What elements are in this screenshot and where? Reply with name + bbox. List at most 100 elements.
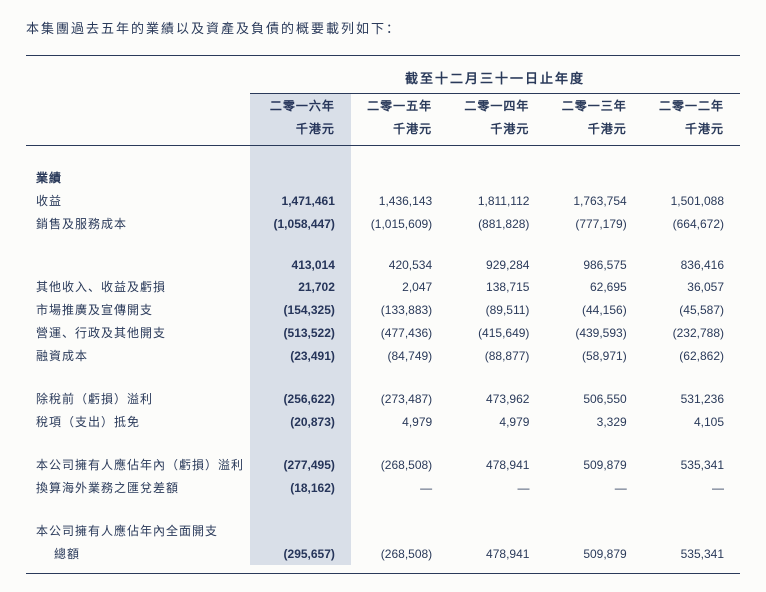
- val-admin-2016: (513,522): [250, 321, 351, 344]
- label-admin: 營運、行政及其他開支: [26, 321, 250, 344]
- val-revenue-2012: 1,501,088: [643, 189, 740, 212]
- val-gross-2014: 929,284: [448, 255, 545, 275]
- label-pbt: 除稅前（虧損）溢利: [26, 387, 250, 410]
- val-admin-2014: (415,649): [448, 321, 545, 344]
- val-cost-2015: (1,015,609): [351, 212, 448, 235]
- val-tax-2013: 3,329: [545, 410, 642, 433]
- val-attr-2016: (277,495): [250, 453, 351, 476]
- val-cost-2014: (881,828): [448, 212, 545, 235]
- row-gross: 413,014 420,534 929,284 986,575 836,416: [26, 255, 740, 275]
- label-tax: 稅項（支出）抵免: [26, 410, 250, 433]
- val-gross-2015: 420,534: [351, 255, 448, 275]
- val-gross-2012: 836,416: [643, 255, 740, 275]
- val-pbt-2015: (273,487): [351, 387, 448, 410]
- val-ex-2012: —: [643, 476, 740, 499]
- val-pbt-2014: 473,962: [448, 387, 545, 410]
- val-ex-2015: —: [351, 476, 448, 499]
- val-revenue-2015: 1,436,143: [351, 189, 448, 212]
- val-total-2016: (295,657): [250, 542, 351, 565]
- label-exchange: 換算海外業務之匯兌差額: [26, 476, 250, 499]
- val-cost-2013: (777,179): [545, 212, 642, 235]
- row-exchange-diff: 換算海外業務之匯兌差額 (18,162) — — — —: [26, 476, 740, 499]
- year-2016: 二零一六年: [250, 94, 351, 118]
- val-ex-2013: —: [545, 476, 642, 499]
- row-other-income: 其他收入、收益及虧損 21,702 2,047 138,715 62,695 3…: [26, 275, 740, 298]
- label-attr-profit: 本公司擁有人應佔年內（虧損）溢利: [26, 453, 250, 476]
- val-otherinc-2016: 21,702: [250, 275, 351, 298]
- label-total-l1: 本公司擁有人應佔年內全面開支: [26, 519, 250, 542]
- val-fin-2015: (84,749): [351, 344, 448, 367]
- val-fin-2012: (62,862): [643, 344, 740, 367]
- val-mkt-2012: (45,587): [643, 298, 740, 321]
- label-revenue: 收益: [26, 189, 250, 212]
- label-gross: [26, 255, 250, 275]
- val-attr-2012: 535,341: [643, 453, 740, 476]
- row-revenue: 收益 1,471,461 1,436,143 1,811,112 1,763,7…: [26, 189, 740, 212]
- val-total-2014: 478,941: [448, 542, 545, 565]
- val-fin-2013: (58,971): [545, 344, 642, 367]
- val-gross-2013: 986,575: [545, 255, 642, 275]
- val-tax-2016: (20,873): [250, 410, 351, 433]
- val-revenue-2013: 1,763,754: [545, 189, 642, 212]
- unit-2012: 千港元: [643, 117, 740, 146]
- unit-2013: 千港元: [545, 117, 642, 146]
- val-total-2012: 535,341: [643, 542, 740, 565]
- val-ex-2016: (18,162): [250, 476, 351, 499]
- val-pbt-2016: (256,622): [250, 387, 351, 410]
- unit-row: 千港元 千港元 千港元 千港元 千港元: [26, 117, 740, 146]
- row-cost-of-sales: 銷售及服務成本 (1,058,447) (1,015,609) (881,828…: [26, 212, 740, 235]
- label-finance: 融資成本: [26, 344, 250, 367]
- val-otherinc-2013: 62,695: [545, 275, 642, 298]
- row-attributable-profit: 本公司擁有人應佔年內（虧損）溢利 (277,495) (268,508) 478…: [26, 453, 740, 476]
- intro-text: 本集團過去五年的業績以及資產及負債的概要載列如下：: [26, 18, 740, 37]
- unit-2016: 千港元: [250, 117, 351, 146]
- val-ex-2014: —: [448, 476, 545, 499]
- summary-table: 截至十二月三十一日止年度 二零一六年 二零一五年 二零一四年 二零一三年 二零一…: [26, 62, 740, 565]
- val-tax-2012: 4,105: [643, 410, 740, 433]
- val-revenue-2014: 1,811,112: [448, 189, 545, 212]
- row-admin: 營運、行政及其他開支 (513,522) (477,436) (415,649)…: [26, 321, 740, 344]
- row-marketing: 市場推廣及宣傳開支 (154,325) (133,883) (89,511) (…: [26, 298, 740, 321]
- val-tax-2014: 4,979: [448, 410, 545, 433]
- val-admin-2015: (477,436): [351, 321, 448, 344]
- row-tax: 稅項（支出）抵免 (20,873) 4,979 4,979 3,329 4,10…: [26, 410, 740, 433]
- span-title-row: 截至十二月三十一日止年度: [26, 62, 740, 94]
- val-otherinc-2012: 36,057: [643, 275, 740, 298]
- val-mkt-2014: (89,511): [448, 298, 545, 321]
- val-fin-2016: (23,491): [250, 344, 351, 367]
- val-otherinc-2014: 138,715: [448, 275, 545, 298]
- section-header: 業績: [26, 166, 250, 189]
- year-row: 二零一六年 二零一五年 二零一四年 二零一三年 二零一二年: [26, 94, 740, 118]
- val-cost-2016: (1,058,447): [250, 212, 351, 235]
- label-cost: 銷售及服務成本: [26, 212, 250, 235]
- unit-2014: 千港元: [448, 117, 545, 146]
- val-fin-2014: (88,877): [448, 344, 545, 367]
- val-mkt-2015: (133,883): [351, 298, 448, 321]
- val-admin-2013: (439,593): [545, 321, 642, 344]
- val-otherinc-2015: 2,047: [351, 275, 448, 298]
- section-header-row: 業績: [26, 166, 740, 189]
- label-marketing: 市場推廣及宣傳開支: [26, 298, 250, 321]
- row-pbt: 除稅前（虧損）溢利 (256,622) (273,487) 473,962 50…: [26, 387, 740, 410]
- year-2015: 二零一五年: [351, 94, 448, 118]
- val-admin-2012: (232,788): [643, 321, 740, 344]
- val-gross-2016: 413,014: [250, 255, 351, 275]
- val-pbt-2013: 506,550: [545, 387, 642, 410]
- label-other-income: 其他收入、收益及虧損: [26, 275, 250, 298]
- year-2013: 二零一三年: [545, 94, 642, 118]
- row-total-comprehensive: 總額 (295,657) (268,508) 478,941 509,879 5…: [26, 542, 740, 565]
- val-total-2013: 509,879: [545, 542, 642, 565]
- unit-2015: 千港元: [351, 117, 448, 146]
- label-total-l2: 總額: [26, 542, 250, 565]
- year-2014: 二零一四年: [448, 94, 545, 118]
- val-mkt-2016: (154,325): [250, 298, 351, 321]
- val-attr-2013: 509,879: [545, 453, 642, 476]
- financial-summary-table: 截至十二月三十一日止年度 二零一六年 二零一五年 二零一四年 二零一三年 二零一…: [26, 55, 740, 574]
- val-total-2015: (268,508): [351, 542, 448, 565]
- year-2012: 二零一二年: [643, 94, 740, 118]
- row-finance-cost: 融資成本 (23,491) (84,749) (88,877) (58,971)…: [26, 344, 740, 367]
- val-pbt-2012: 531,236: [643, 387, 740, 410]
- val-tax-2015: 4,979: [351, 410, 448, 433]
- val-cost-2012: (664,672): [643, 212, 740, 235]
- val-mkt-2013: (44,156): [545, 298, 642, 321]
